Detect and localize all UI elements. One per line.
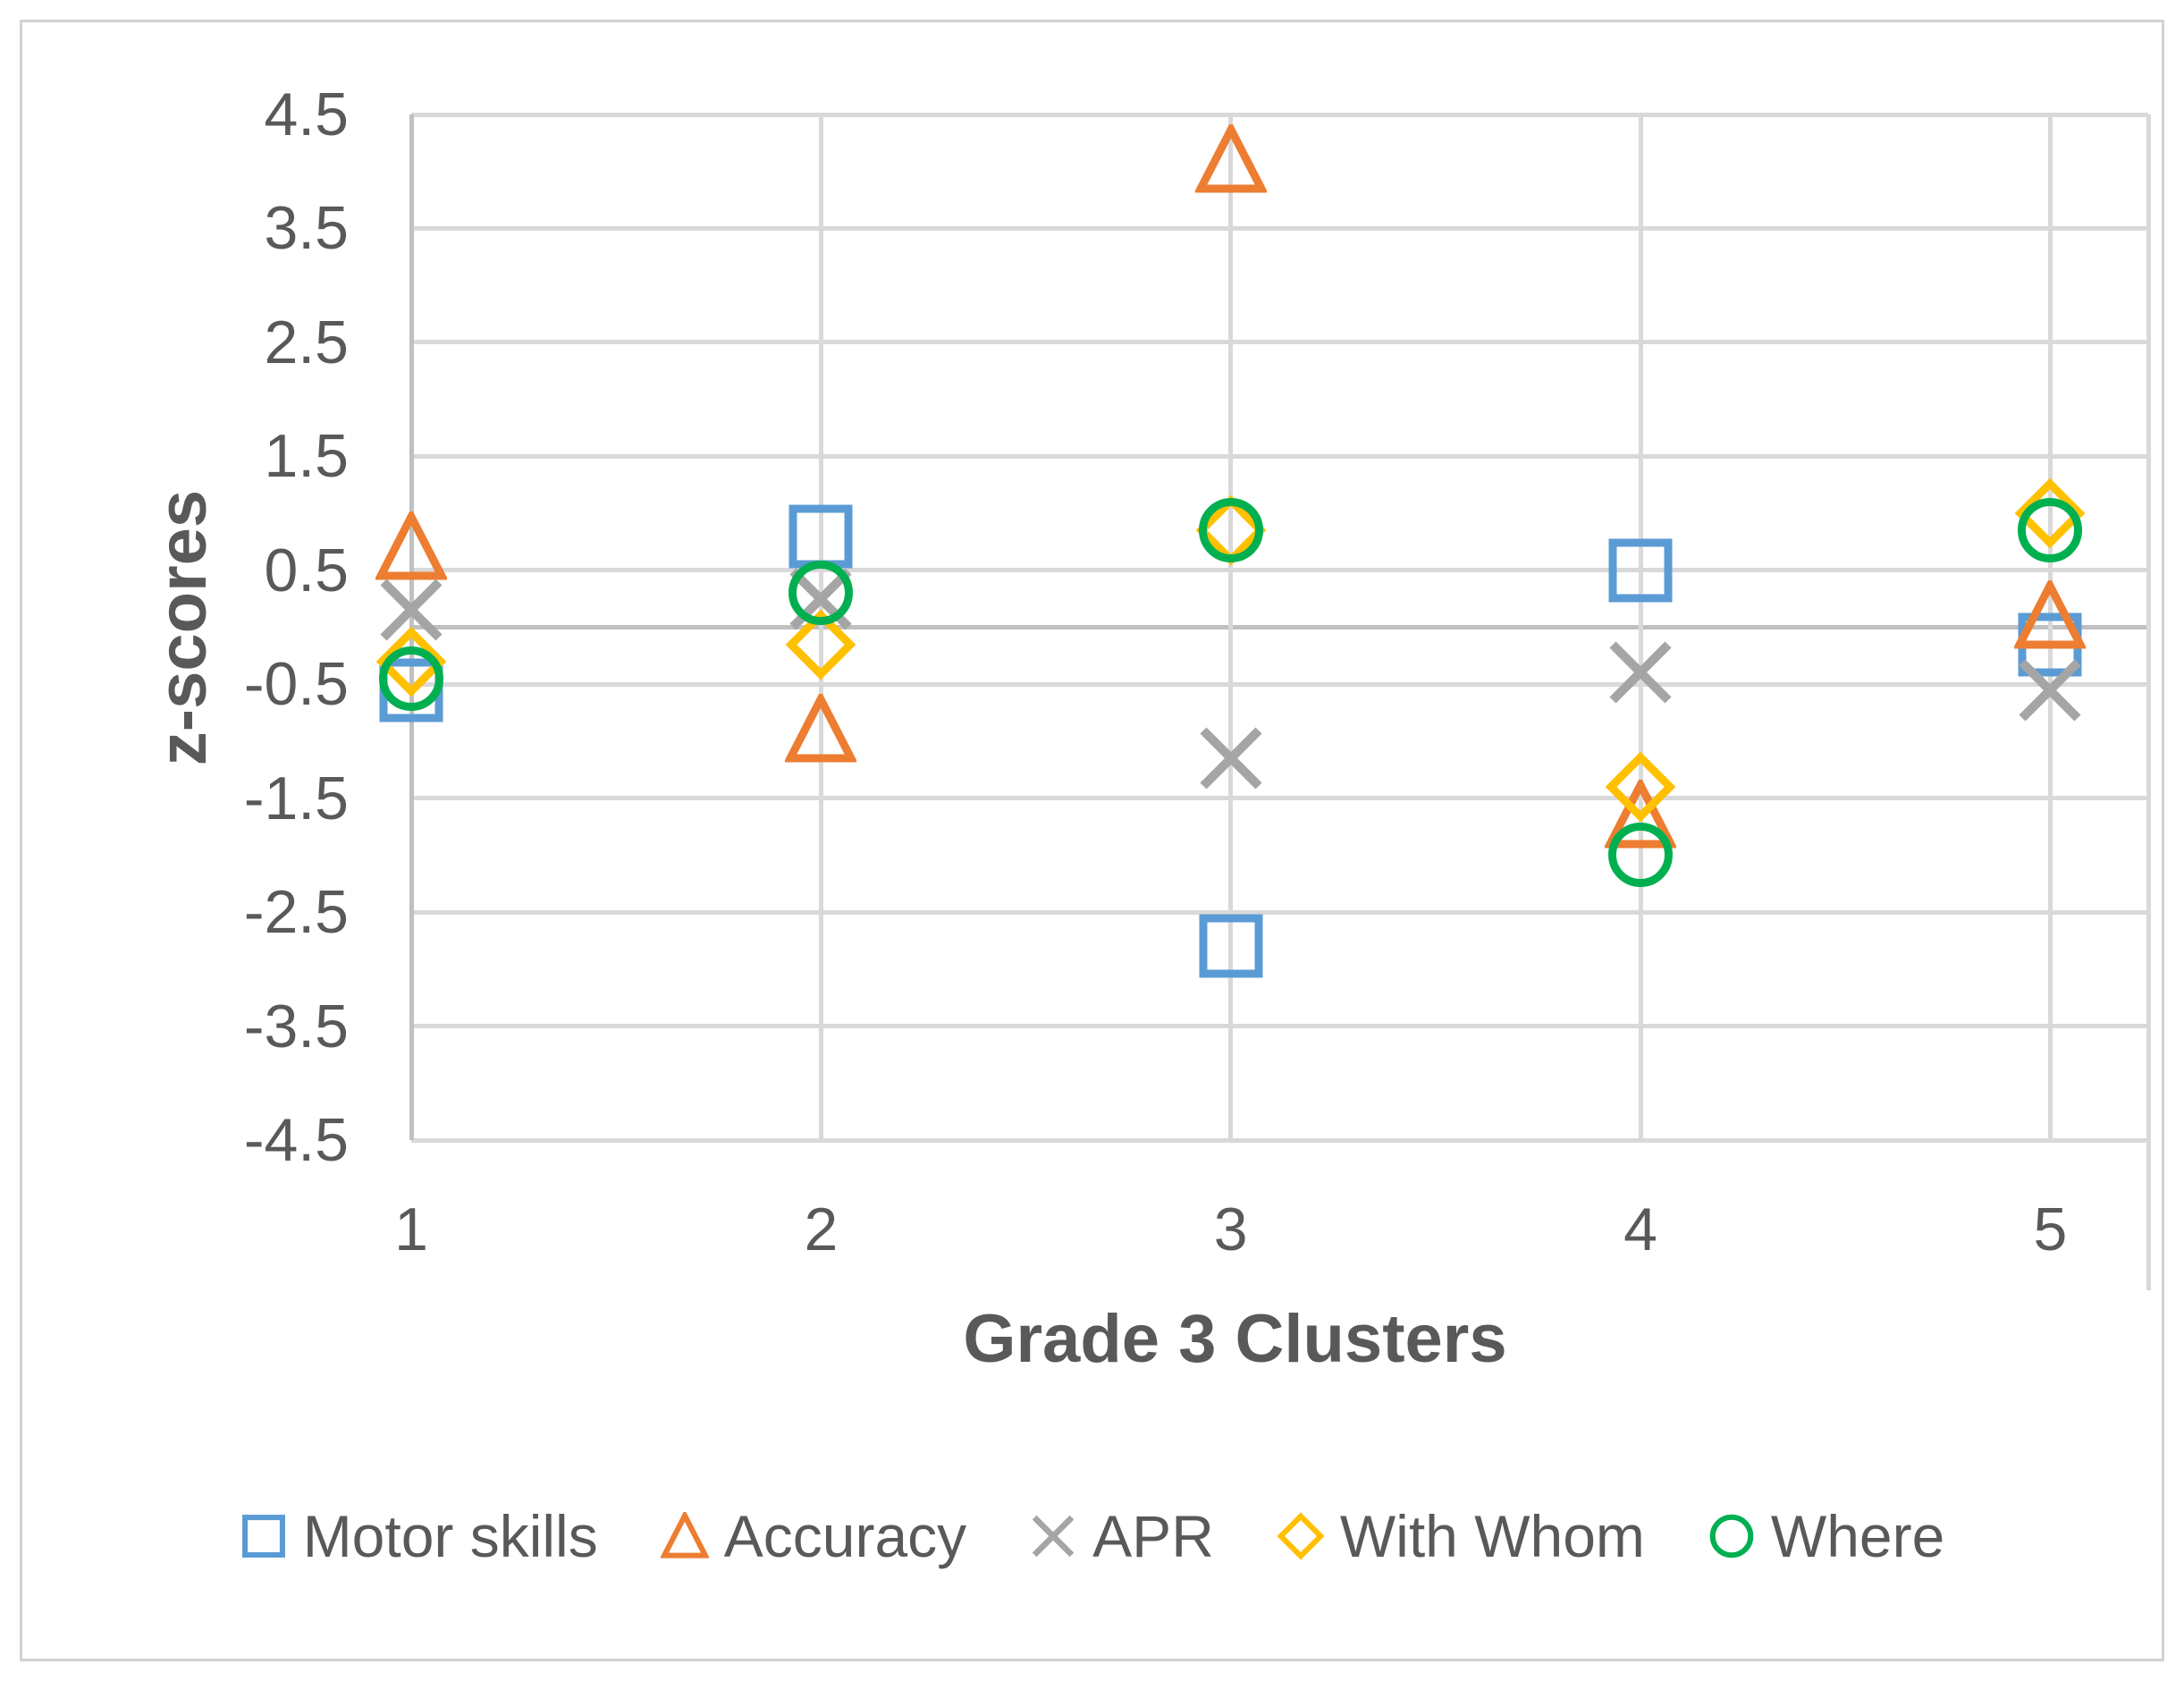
marker-accuracy-cluster-3 <box>1193 121 1269 200</box>
gridline-h--0.5 <box>411 681 2148 687</box>
gridline-h--1.5 <box>411 796 2148 801</box>
triangle-icon <box>2013 576 2087 649</box>
triangle-icon <box>1603 775 1678 849</box>
x-axis-title: Grade 3 Clusters <box>963 1301 1507 1377</box>
x-tick-label-1: 1 <box>394 1195 428 1263</box>
gridline-h-1.5 <box>411 453 2148 459</box>
y-tick-label--1.5: -1.5 <box>243 764 349 832</box>
x-tick-label-3: 3 <box>1213 1195 1248 1263</box>
diamond-icon <box>1605 751 1676 823</box>
gridline-h--4.5 <box>411 1137 2148 1143</box>
chart-outer-border <box>20 20 2164 1661</box>
legend-item-with-whom: With Whom <box>1277 1496 1645 1576</box>
gridline-h-0.5 <box>411 568 2148 573</box>
y-tick-label--2.5: -2.5 <box>243 878 349 947</box>
triangle-icon <box>783 690 858 763</box>
x-icon <box>2019 659 2081 722</box>
y-tick-label-1.5: 1.5 <box>264 422 349 491</box>
gridline-h-3.5 <box>411 225 2148 231</box>
diamond-icon <box>375 626 447 697</box>
legend: Motor skills Accuracy APR With Whom Where <box>0 1491 2184 1581</box>
diamond-icon <box>2015 477 2086 549</box>
x-icon <box>1200 727 1262 790</box>
circle-icon <box>1709 1514 1754 1559</box>
circle-icon <box>788 561 854 626</box>
diamond-icon <box>785 609 856 680</box>
legend-label: APR <box>1092 1503 1214 1569</box>
marker-motor-skills-cluster-4 <box>1605 535 1676 611</box>
marker-with-whom-cluster-1 <box>375 626 447 702</box>
marker-where-cluster-1 <box>375 643 447 719</box>
marker-apr-cluster-1 <box>375 574 447 650</box>
legend-label: Where <box>1770 1503 1945 1569</box>
y-tick-label--0.5: -0.5 <box>243 650 349 719</box>
gridline-v-4 <box>1638 114 1643 1140</box>
y-tick-label--3.5: -3.5 <box>243 992 349 1060</box>
square-icon <box>241 1515 285 1558</box>
triangle-icon <box>1193 121 1269 193</box>
y-tick-label-3.5: 3.5 <box>264 194 349 263</box>
gridline-v-2 <box>818 114 823 1140</box>
y-tick-label--4.5: -4.5 <box>243 1106 349 1174</box>
marker-where-cluster-3 <box>1195 494 1267 570</box>
gridline-h--2.5 <box>411 909 2148 915</box>
y-tick-label-4.5: 4.5 <box>264 80 349 148</box>
plot-right-border <box>2146 114 2151 1290</box>
triangle-icon <box>660 1512 709 1559</box>
legend-item-accuracy: Accuracy <box>660 1496 967 1576</box>
circle-icon <box>1198 498 1263 563</box>
marker-accuracy-cluster-5 <box>2013 576 2087 656</box>
marker-motor-skills-cluster-3 <box>1195 910 1267 986</box>
marker-where-cluster-2 <box>785 557 856 633</box>
legend-label: Accuracy <box>723 1503 967 1569</box>
legend-label: Motor skills <box>302 1503 598 1569</box>
x-icon <box>1609 641 1672 705</box>
square-icon <box>1199 914 1263 978</box>
marker-with-whom-cluster-2 <box>785 609 856 685</box>
marker-with-whom-cluster-5 <box>2014 477 2086 553</box>
legend-item-apr: APR <box>1029 1496 1214 1576</box>
marker-apr-cluster-3 <box>1195 722 1267 798</box>
circle-icon <box>379 646 443 711</box>
marker-apr-cluster-5 <box>2014 655 2086 731</box>
x-icon <box>1032 1515 1075 1558</box>
marker-accuracy-cluster-2 <box>783 690 858 770</box>
x-tick-label-2: 2 <box>804 1195 839 1263</box>
gridline-h-2.5 <box>411 340 2148 345</box>
square-icon <box>1608 538 1673 603</box>
marker-accuracy-cluster-4 <box>1603 775 1678 856</box>
marker-apr-cluster-4 <box>1605 637 1676 713</box>
diamond-icon <box>1277 1512 1325 1560</box>
triangle-icon <box>374 508 449 580</box>
circle-icon <box>1608 823 1674 888</box>
legend-label: With Whom <box>1339 1503 1645 1569</box>
gridline-h--3.5 <box>411 1024 2148 1029</box>
y-tick-label-0.5: 0.5 <box>264 536 349 604</box>
legend-item-motor-skills: Motor skills <box>240 1496 598 1576</box>
gridline-v-5 <box>2047 114 2053 1140</box>
y-tick-label-2.5: 2.5 <box>264 308 349 376</box>
x-tick-label-4: 4 <box>1623 1195 1657 1263</box>
legend-item-where: Where <box>1708 1496 1944 1576</box>
gridline-h-4.5 <box>411 112 2148 117</box>
gridline-v-3 <box>1228 114 1234 1140</box>
x-axis-zero-line <box>411 625 2148 629</box>
marker-where-cluster-4 <box>1605 819 1676 895</box>
x-tick-label-5: 5 <box>2033 1195 2068 1263</box>
marker-accuracy-cluster-1 <box>374 508 449 587</box>
marker-with-whom-cluster-4 <box>1605 751 1676 827</box>
marker-where-cluster-5 <box>2014 494 2086 570</box>
y-axis-title: z-scores <box>145 489 221 766</box>
circle-icon <box>2018 498 2083 563</box>
x-icon <box>380 579 443 641</box>
